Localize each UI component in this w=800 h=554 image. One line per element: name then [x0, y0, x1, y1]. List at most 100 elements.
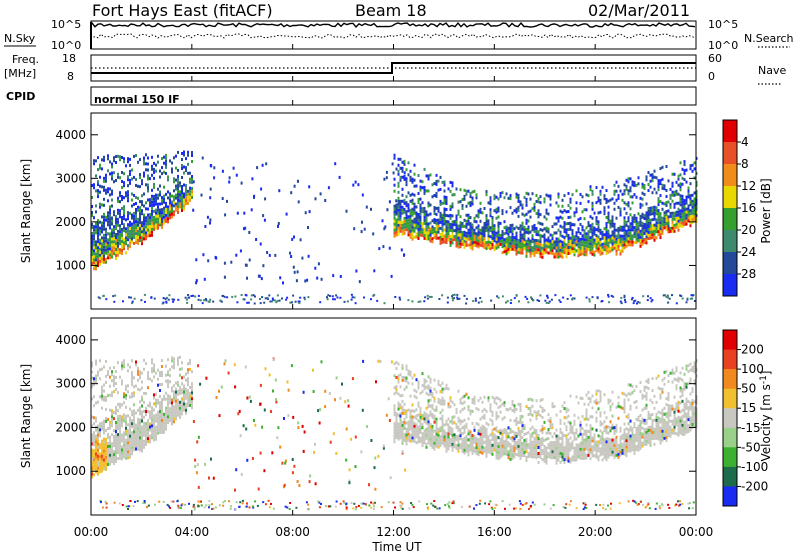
- power-echo-cell: [119, 230, 121, 234]
- power-echo-cell: [683, 172, 686, 176]
- velocity-echo-cell: [93, 449, 95, 453]
- power-echo-cell: [419, 203, 422, 207]
- power-echo-cell: [645, 220, 648, 224]
- power-echo-cell: [175, 187, 177, 191]
- velocity-echo-cell: [495, 396, 498, 400]
- power-sporadic-cell: [400, 248, 403, 252]
- power-echo-cell: [491, 228, 494, 231]
- velocity-echo-cell: [181, 361, 183, 365]
- power-echo-cell: [445, 214, 448, 217]
- velocity-echo-cell: [175, 396, 177, 400]
- power-echo-cell: [497, 206, 500, 210]
- velocity-echo-cell: [427, 384, 430, 388]
- power-echo-cell: [395, 206, 398, 210]
- power-echo-cell: [93, 267, 95, 271]
- velocity-echo-cell: [135, 411, 137, 415]
- velocity-echo-cell: [157, 431, 159, 435]
- power-echo-cell: [471, 238, 474, 242]
- power-near-range-cell: [456, 293, 459, 296]
- power-echo-cell: [97, 156, 99, 160]
- velocity-echo-cell: [583, 417, 586, 421]
- velocity-echo-cell: [139, 448, 141, 452]
- velocity-echo-cell: [141, 413, 143, 417]
- power-echo-cell: [185, 169, 187, 173]
- power-echo-cell: [407, 209, 410, 213]
- velocity-echo-cell: [569, 457, 572, 461]
- power-near-range-cell: [509, 302, 512, 304]
- power-echo-cell: [573, 244, 576, 248]
- power-echo-cell: [95, 174, 97, 178]
- velocity-echo-cell: [585, 417, 588, 421]
- power-echo-cell: [589, 224, 592, 228]
- power-echo-cell: [495, 234, 498, 238]
- velocity-echo-cell: [137, 426, 139, 430]
- power-echo-cell: [561, 243, 564, 247]
- power-echo-cell: [499, 239, 502, 243]
- power-sporadic-cell: [304, 279, 307, 283]
- power-near-range-cell: [376, 299, 379, 302]
- power-echo-cell: [651, 236, 654, 240]
- velocity-echo-cell: [147, 371, 149, 375]
- power-echo-cell: [123, 208, 125, 212]
- velocity-echo-cell: [163, 415, 165, 419]
- velocity-echo-cell: [125, 429, 127, 433]
- power-echo-cell: [669, 193, 672, 197]
- velocity-echo-cell: [415, 429, 418, 433]
- power-echo-cell: [691, 193, 694, 197]
- velocity-echo-cell: [105, 380, 107, 384]
- power-echo-cell: [571, 193, 574, 197]
- power-echo-cell: [483, 243, 486, 246]
- velocity-echo-cell: [91, 466, 93, 470]
- power-echo-cell: [683, 220, 686, 224]
- power-echo-cell: [457, 245, 460, 249]
- power-echo-cell: [525, 200, 528, 204]
- velocity-echo-cell: [433, 387, 436, 391]
- power-echo-cell: [693, 215, 696, 219]
- velocity-echo-cell: [573, 452, 576, 456]
- velocity-echo-cell: [517, 444, 520, 448]
- power-echo-cell: [401, 226, 404, 230]
- velocity-echo-cell: [483, 428, 486, 432]
- velocity-echo-cell: [477, 450, 480, 454]
- power-sporadic-cell: [388, 246, 391, 250]
- velocity-echo-cell: [519, 429, 522, 433]
- velocity-echo-cell: [169, 413, 171, 417]
- velocity-echo-cell: [545, 446, 548, 450]
- power-near-range-cell: [220, 300, 223, 303]
- power-echo-cell: [643, 241, 646, 244]
- power-echo-cell: [619, 213, 622, 217]
- power-echo-cell: [675, 222, 678, 226]
- power-echo-cell: [147, 225, 149, 229]
- power-echo-cell: [445, 223, 448, 226]
- velocity-echo-cell: [571, 443, 574, 447]
- velocity-echo-cell: [393, 392, 396, 396]
- velocity-echo-cell: [451, 418, 454, 422]
- power-sporadic-cell: [235, 173, 238, 177]
- velocity-echo-cell: [131, 395, 133, 399]
- power-echo-cell: [115, 254, 117, 257]
- power-echo-cell: [475, 196, 478, 200]
- power-echo-cell: [661, 177, 664, 181]
- power-echo-cell: [653, 175, 656, 179]
- velocity-echo-cell: [567, 438, 570, 442]
- power-near-range-cell: [268, 294, 271, 297]
- velocity-echo-cell: [425, 436, 428, 440]
- velocity-echo-cell: [417, 434, 420, 438]
- power-echo-cell: [453, 235, 456, 239]
- power-near-range-cell: [173, 298, 175, 301]
- power-echo-cell: [515, 210, 518, 214]
- velocity-echo-cell: [157, 398, 159, 402]
- power-echo-cell: [601, 251, 604, 255]
- velocity-echo-cell: [117, 403, 119, 407]
- power-near-range-cell: [197, 294, 200, 297]
- power-echo-cell: [121, 222, 123, 225]
- velocity-echo-cell: [465, 437, 468, 441]
- power-echo-cell: [643, 184, 646, 187]
- power-echo-cell: [557, 246, 560, 250]
- velocity-echo-cell: [165, 418, 167, 422]
- velocity-echo-cell: [191, 382, 193, 386]
- power-echo-cell: [545, 226, 548, 230]
- power-echo-cell: [119, 236, 121, 240]
- velocity-echo-cell: [121, 418, 123, 422]
- power-echo-cell: [485, 229, 488, 233]
